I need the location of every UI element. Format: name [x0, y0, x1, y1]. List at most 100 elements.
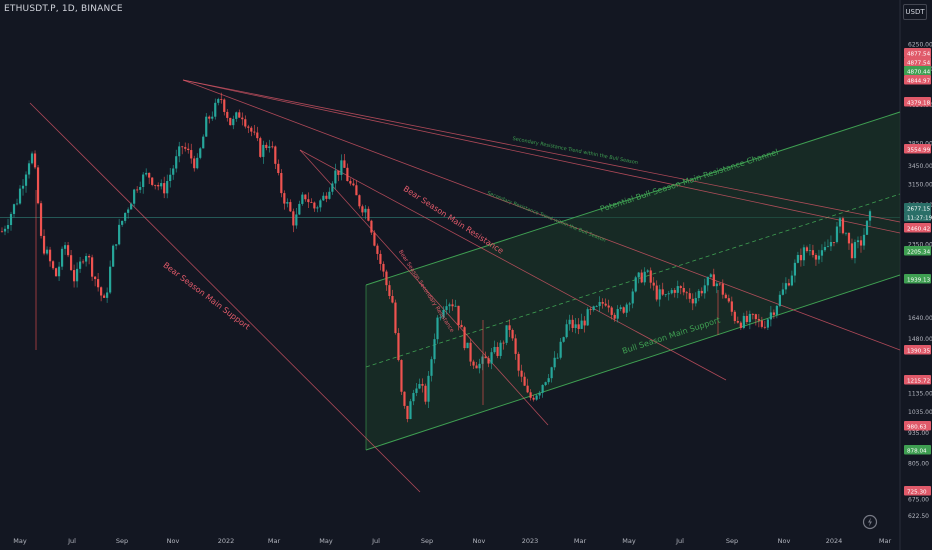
- candle-body: [469, 342, 472, 362]
- candle-body: [454, 305, 457, 307]
- candle-body: [790, 275, 794, 286]
- tradingview-logo-icon[interactable]: [862, 514, 878, 530]
- candle-body: [57, 266, 61, 277]
- candle-body: [637, 272, 640, 278]
- candle-body: [589, 309, 592, 311]
- x-axis: May Jul Sep Nov 2022 Mar May Jul Sep Nov 2023 Mar Ma…: [13, 537, 891, 545]
- candle-body: [511, 329, 514, 339]
- y-tick-label: 3450.00: [908, 163, 932, 170]
- price-tag: [904, 421, 931, 431]
- candle-body: [145, 172, 148, 175]
- candle-body: [808, 250, 812, 252]
- candle-body: [445, 306, 448, 310]
- y-axis: 6250.005550.004650.003850.003450.003150.…: [908, 42, 932, 520]
- candle-body: [376, 245, 379, 254]
- candle-body: [838, 218, 842, 227]
- candle-body: [721, 283, 724, 295]
- secondary-resistance-line-2: [182, 79, 901, 223]
- price-tag: [904, 445, 931, 455]
- candle-body: [574, 324, 577, 328]
- candle-body: [88, 256, 91, 258]
- candle-body: [784, 283, 788, 290]
- candle-body: [166, 181, 169, 194]
- candle-body: [211, 116, 214, 119]
- candle-body: [400, 360, 403, 392]
- candle-body: [127, 209, 130, 213]
- candle-body: [442, 309, 445, 318]
- candle-body: [727, 298, 730, 302]
- candle-body: [844, 232, 848, 234]
- candle-body: [18, 188, 22, 204]
- candle-body: [460, 324, 463, 328]
- candle-body: [586, 309, 589, 326]
- candle-body: [307, 199, 310, 203]
- candle-body: [571, 319, 574, 328]
- price-tag: [904, 66, 931, 76]
- candle-body: [730, 301, 733, 312]
- candle-body: [451, 304, 454, 307]
- candle-body: [472, 361, 475, 366]
- candle-body: [604, 303, 607, 306]
- candle-body: [21, 185, 25, 189]
- bull-channel: [365, 111, 901, 451]
- candle-body: [793, 262, 797, 276]
- candle-body: [433, 339, 436, 360]
- price-tag: [904, 486, 931, 496]
- candle-body: [157, 185, 160, 187]
- candle-body: [397, 333, 400, 361]
- secondary-resistance-label-1: Secondary Resistance Trend within the Bu…: [512, 136, 638, 166]
- candle-body: [66, 245, 70, 256]
- candle-body: [247, 126, 250, 128]
- candle-body: [355, 185, 358, 196]
- candle-body: [361, 206, 364, 213]
- candle-body: [241, 117, 244, 120]
- x-tick-label: Jul: [67, 537, 76, 545]
- candle-body: [412, 392, 415, 402]
- candle-body: [739, 322, 742, 328]
- candle-body: [484, 356, 487, 359]
- y-tick-label: 2350.00: [908, 242, 932, 249]
- candle-body: [33, 153, 37, 168]
- candle-body: [712, 274, 715, 287]
- y-tick-label: 1135.00: [908, 390, 932, 397]
- candle-body: [319, 200, 322, 208]
- x-tick-label: 2022: [218, 537, 235, 545]
- candle-body: [856, 240, 860, 243]
- candle-body: [568, 319, 571, 325]
- candle-body: [532, 397, 535, 400]
- x-tick-label: Mar: [879, 537, 892, 545]
- candle-body: [682, 287, 685, 293]
- candle-body: [48, 249, 52, 262]
- x-tick-label: May: [622, 537, 636, 545]
- candle-body: [394, 302, 397, 334]
- candle-body: [778, 294, 781, 306]
- candle-body: [289, 202, 292, 212]
- symbol-title[interactable]: ETHUSDT.P, 1D, BINANCE: [4, 4, 123, 14]
- candle-body: [691, 298, 694, 304]
- price-tag: [904, 246, 931, 256]
- candle-body: [430, 359, 433, 376]
- candle-body: [841, 218, 845, 234]
- candle-body: [742, 315, 745, 328]
- price-tag-label: 3554.99: [907, 147, 931, 153]
- candle-body: [541, 385, 544, 393]
- candle-body: [373, 232, 376, 246]
- candle-body: [577, 324, 580, 329]
- candle-body: [610, 307, 613, 315]
- candle-body: [697, 290, 700, 299]
- candle-body: [655, 285, 658, 300]
- candle-body: [301, 194, 304, 204]
- candle-body: [832, 242, 836, 243]
- candle-body: [523, 376, 526, 386]
- candle-body: [388, 285, 391, 296]
- candle-body: [553, 357, 556, 368]
- price-tag-label: 11:27:19: [907, 215, 932, 221]
- currency-button[interactable]: USDT: [903, 4, 927, 20]
- candle-body: [652, 282, 655, 286]
- candle-body: [664, 294, 667, 296]
- x-tick-label: Nov: [473, 537, 486, 545]
- candle-body: [235, 112, 238, 119]
- bear-secondary-resistance-line: [299, 149, 549, 426]
- candle-body: [72, 270, 76, 282]
